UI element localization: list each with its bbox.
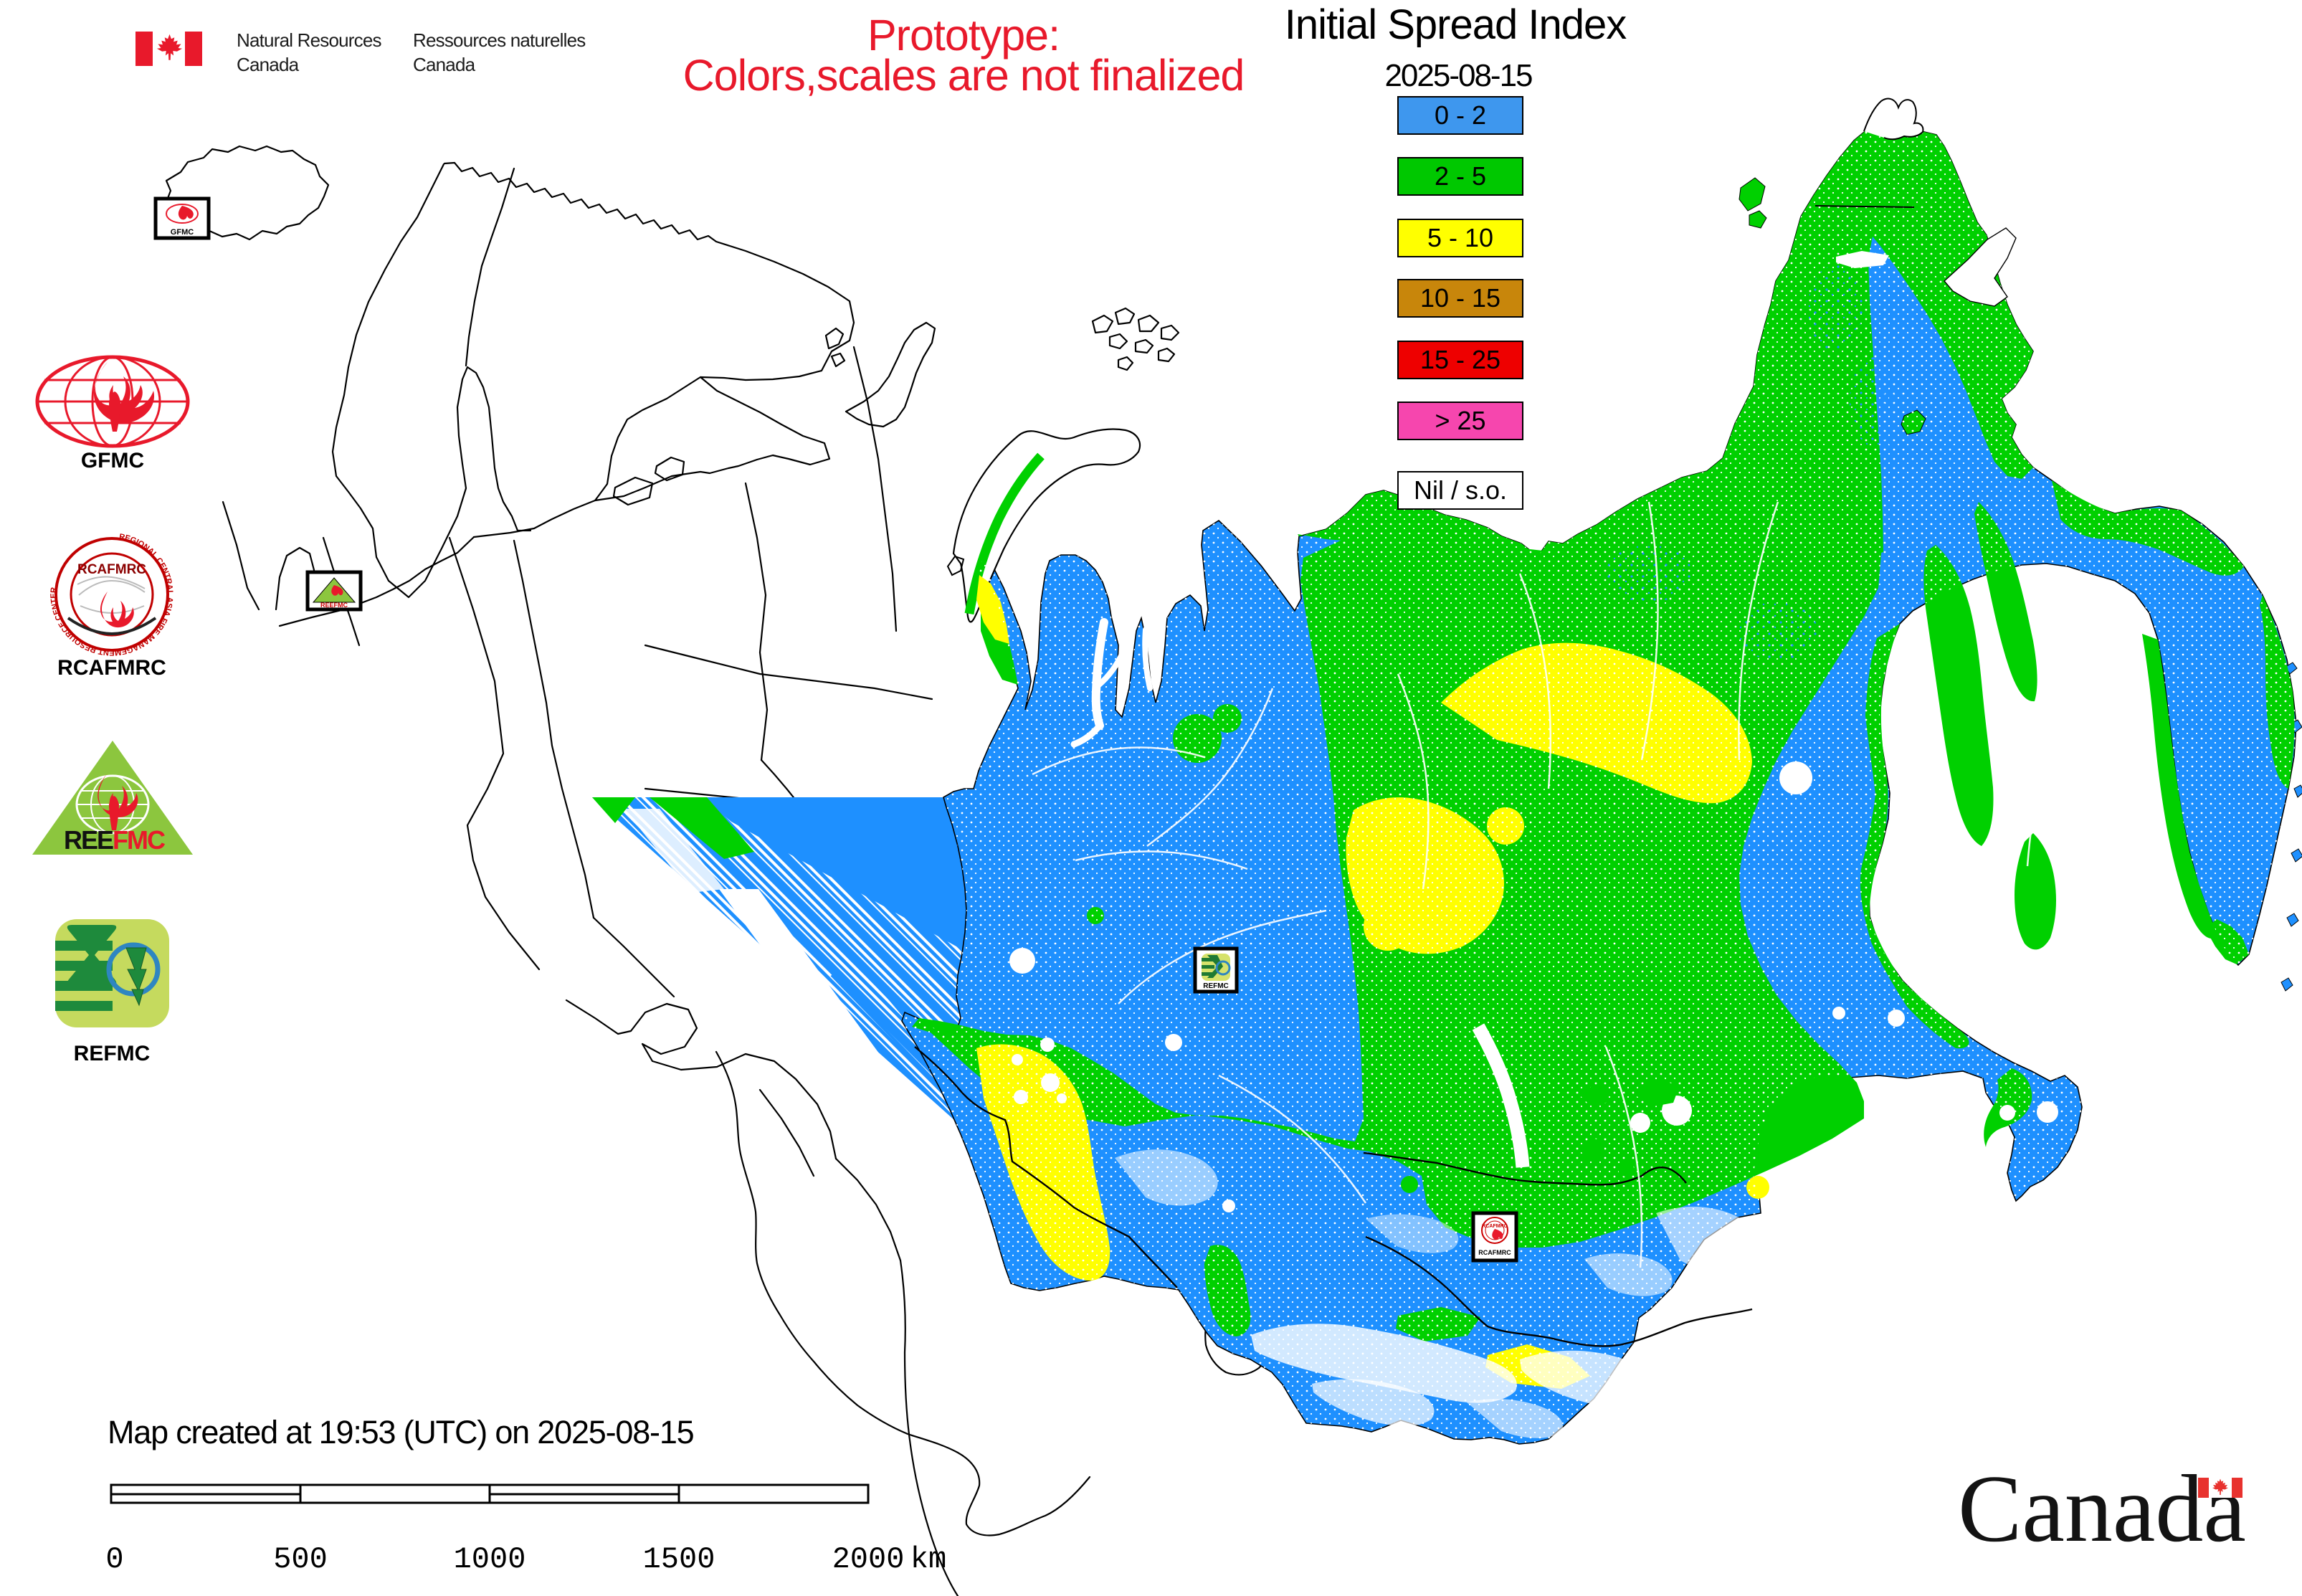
svg-text:Canada: Canada [1958, 1455, 2246, 1562]
svg-text:RCAFMRC: RCAFMRC [57, 656, 166, 680]
svg-text:Natural Resources: Natural Resources [237, 29, 382, 51]
svg-text:Colors,scales are not finalize: Colors,scales are not finalized [683, 51, 1245, 100]
svg-text:Ressources naturelles: Ressources naturelles [413, 29, 586, 51]
svg-text:Prototype:: Prototype: [867, 11, 1060, 60]
svg-text:2000: 2000 [832, 1542, 905, 1577]
svg-text:REFMC: REFMC [1203, 982, 1229, 990]
svg-text:GFMC: GFMC [81, 449, 144, 472]
svg-text:REGIONAL CENTRAL ASIA FIRE MAN: REGIONAL CENTRAL ASIA FIRE MANAGEMENT RE… [49, 533, 174, 657]
svg-text:1000: 1000 [454, 1542, 526, 1577]
svg-text:2 - 5: 2 - 5 [1435, 161, 1486, 191]
svg-text:5 - 10: 5 - 10 [1427, 223, 1493, 252]
svg-text:> 25: > 25 [1435, 406, 1485, 435]
svg-text:RCAFMRC: RCAFMRC [77, 562, 146, 577]
svg-text:0: 0 [105, 1542, 123, 1577]
svg-text:Canada: Canada [413, 54, 476, 75]
svg-text:2025-08-15: 2025-08-15 [1384, 58, 1532, 93]
svg-text:RCAFMRC: RCAFMRC [1482, 1224, 1507, 1229]
svg-text:RCAFMRC: RCAFMRC [1478, 1249, 1511, 1256]
svg-text:1500: 1500 [643, 1542, 715, 1577]
svg-text:REEFMC: REEFMC [320, 602, 348, 609]
svg-text:Canada: Canada [237, 54, 300, 75]
svg-text:REE: REE [64, 825, 113, 855]
svg-text:0 - 2: 0 - 2 [1435, 100, 1486, 130]
svg-text:15 - 25: 15 - 25 [1420, 345, 1500, 374]
svg-text:REFMC: REFMC [74, 1042, 151, 1065]
svg-text:10 - 15: 10 - 15 [1420, 283, 1500, 313]
svg-text:Map created at 19:53 (UTC) on: Map created at 19:53 (UTC) on 2025-08-15 [108, 1414, 694, 1450]
svg-text:FMC: FMC [113, 825, 166, 855]
svg-text:500: 500 [273, 1542, 328, 1577]
svg-text:km: km [910, 1542, 946, 1577]
svg-text:Nil / s.o.: Nil / s.o. [1414, 475, 1507, 505]
svg-text:GFMC: GFMC [171, 228, 194, 237]
svg-text:Initial Spread Index: Initial Spread Index [1285, 1, 1627, 48]
